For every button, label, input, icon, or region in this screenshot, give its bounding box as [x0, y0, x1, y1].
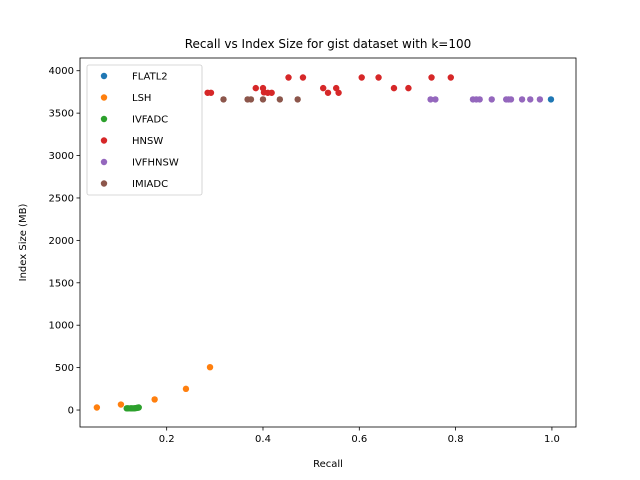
y-axis-ticks: 0 500 1000 1500 2000 2500 3000 3500 4000 — [49, 66, 80, 417]
y-tick-label: 1500 — [49, 278, 74, 289]
legend-marker-lsh — [100, 94, 108, 101]
point-flatl2-0 — [547, 96, 555, 103]
y-tick-label: 2000 — [49, 236, 74, 247]
legend-label-hnsw: HNSW — [132, 136, 163, 147]
point-hnsw-14 — [375, 74, 382, 81]
chart-title: Recall vs Index Size for gist dataset wi… — [185, 37, 471, 51]
legend-box — [86, 64, 203, 196]
legend-label-ivfadc: IVFADC — [132, 115, 168, 126]
point-ivfhnsw-0 — [427, 96, 434, 103]
plot-frame — [79, 57, 577, 428]
legend-label-ivfhnsw: IVFHNSW — [132, 158, 179, 169]
point-hnsw-16 — [405, 84, 412, 92]
x-axis-ticks: 0.2 0.4 0.6 0.8 1.0 — [159, 427, 560, 445]
point-lsh-3 — [182, 385, 190, 393]
y-tick-label: 0 — [68, 406, 74, 417]
x-tick-label: 0.2 — [159, 434, 175, 445]
point-hnsw-9 — [319, 84, 327, 92]
point-hnsw-12 — [335, 89, 342, 96]
point-lsh-4 — [206, 363, 214, 371]
y-axis-label: Index Size (MB) — [18, 204, 29, 282]
point-ivfhnsw-10 — [527, 96, 534, 103]
legend-marker-ivfadc — [100, 115, 108, 123]
y-tick-label: 4000 — [49, 66, 74, 77]
y-tick-label: 3500 — [49, 109, 74, 120]
legend-label-lsh: LSH — [132, 93, 151, 104]
point-hnsw-8 — [299, 74, 307, 81]
point-hnsw-1 — [207, 89, 215, 96]
data-points — [93, 74, 555, 412]
point-lsh-2 — [151, 396, 158, 403]
y-tick-label: 1000 — [49, 321, 74, 332]
legend-label-flatl2: FLATL2 — [132, 72, 168, 83]
point-imiadc-5 — [294, 96, 301, 103]
point-hnsw-7 — [285, 74, 292, 81]
point-hnsw-2 — [252, 84, 259, 92]
y-tick-label: 2500 — [49, 193, 74, 204]
point-ivfhnsw-11 — [536, 96, 544, 103]
point-hnsw-17 — [428, 74, 435, 81]
point-ivfhnsw-8 — [507, 96, 515, 103]
point-imiadc-4 — [276, 96, 284, 103]
point-ivfhnsw-9 — [518, 96, 526, 103]
point-imiadc-2 — [247, 96, 255, 103]
legend-marker-ivfhnsw — [100, 158, 108, 166]
legend-marker-imiadc — [100, 180, 108, 187]
point-ivfhnsw-1 — [432, 96, 439, 103]
x-tick-label: 1.0 — [544, 434, 560, 445]
point-ivfhnsw-5 — [488, 96, 495, 103]
x-tick-label: 0.4 — [255, 434, 271, 445]
point-hnsw-6 — [268, 89, 275, 96]
x-tick-label: 0.8 — [448, 434, 464, 445]
point-hnsw-15 — [390, 84, 398, 92]
point-hnsw-13 — [358, 74, 365, 81]
x-tick-label: 0.6 — [351, 434, 367, 445]
point-lsh-1 — [117, 401, 125, 408]
legend-marker-flatl2 — [100, 72, 108, 80]
y-tick-label: 500 — [55, 363, 74, 374]
legend-marker-hnsw — [100, 137, 108, 144]
legend-label-imiadc: IMIADC — [132, 179, 168, 190]
point-ivfhnsw-4 — [476, 96, 483, 103]
point-hnsw-18 — [447, 74, 454, 81]
point-lsh-0 — [93, 404, 101, 411]
legend: FLATL2 LSH IVFADC HNSW IVFHNSW IMIADC — [86, 64, 203, 196]
y-tick-label: 3000 — [49, 151, 74, 162]
point-imiadc-3 — [259, 96, 267, 103]
point-hnsw-10 — [324, 89, 332, 96]
x-axis-label: Recall — [313, 459, 343, 470]
point-imiadc-0 — [220, 96, 227, 103]
point-ivfadc-8 — [135, 404, 142, 411]
